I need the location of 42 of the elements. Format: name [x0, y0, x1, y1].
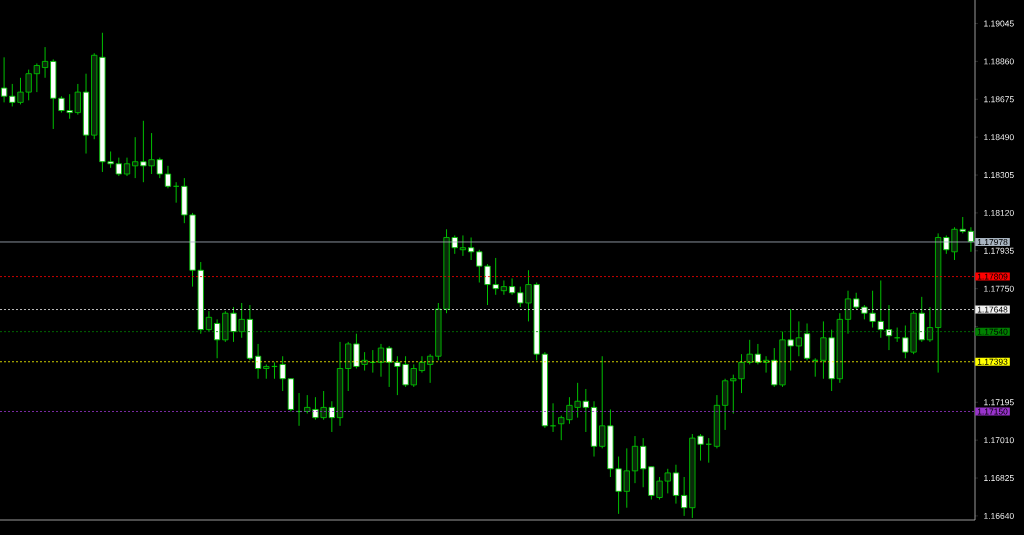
y-tick-label: 1.17195: [984, 399, 1014, 406]
candlestick: [500, 279, 508, 296]
y-tick-label: 1.17750: [984, 285, 1014, 292]
candlestick: [754, 343, 762, 365]
y-tick-label: 1.18305: [984, 172, 1014, 179]
candlestick: [672, 464, 680, 505]
y-tick-label: 1.18120: [984, 209, 1014, 216]
ref-line-label: 1.17978: [977, 238, 1008, 245]
candlestick: [926, 306, 934, 343]
candlestick: [467, 236, 475, 261]
y-tick-label: 1.17935: [984, 247, 1014, 254]
ref-line-label: 1.17393: [977, 358, 1008, 365]
candlestick: [164, 165, 172, 189]
candlestick: [123, 157, 131, 177]
candlestick: [377, 343, 385, 378]
candlestick: [549, 402, 557, 433]
y-tick-label: 1.16640: [984, 512, 1014, 519]
candlestick: [885, 304, 893, 351]
ref-line-label: 1.17648: [977, 306, 1008, 313]
candlestick: [0, 56, 8, 103]
y-tick-label: 1.16825: [984, 475, 1014, 482]
candlestick: [795, 320, 803, 357]
candlestick: [508, 277, 516, 296]
candlestick: [459, 234, 467, 257]
candlestick: [369, 349, 377, 374]
candlestick: [279, 355, 286, 392]
y-tick-label: 1.17010: [984, 437, 1014, 444]
candlestick: [33, 62, 41, 93]
candlestick: [844, 290, 852, 335]
candlestick: [418, 355, 426, 374]
candlestick: [41, 46, 49, 79]
candlestick: [172, 181, 180, 204]
ref-line-label: 1.17150: [977, 408, 1008, 415]
y-tick-label: 1.18490: [984, 134, 1014, 141]
y-tick-label: 1.19045: [984, 20, 1014, 27]
y-tick-label: 1.18675: [984, 96, 1014, 103]
candlestick: [254, 343, 262, 380]
candlestick: [205, 310, 213, 333]
y-tick-label: 1.18860: [984, 58, 1014, 65]
ref-line-label: 1.17809: [977, 273, 1008, 280]
ref-line-label: 1.17540: [977, 328, 1008, 335]
candlestick: [213, 318, 221, 359]
